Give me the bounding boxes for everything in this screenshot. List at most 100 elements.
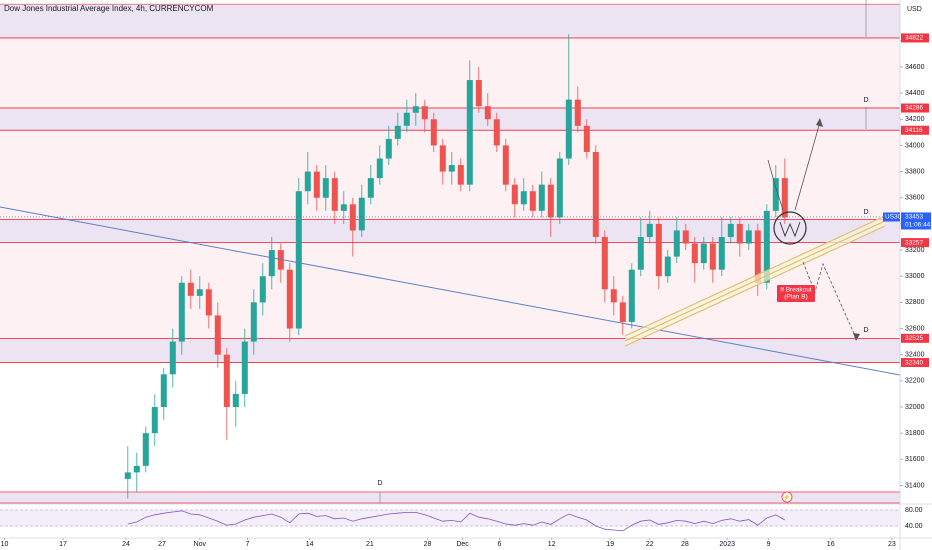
candle-body: [205, 289, 212, 316]
candle-body: [232, 393, 239, 408]
candle-body: [223, 354, 230, 408]
candle-body: [610, 289, 617, 303]
x-tick-label: 12: [548, 541, 556, 548]
plan-b-box: If Breakout (Plan B): [777, 285, 815, 302]
y-tick-label: 32200: [905, 378, 925, 385]
x-tick-label: 7: [246, 541, 250, 548]
candle-body: [520, 191, 527, 205]
candle-body: [556, 158, 563, 218]
dashed-path: [802, 261, 857, 339]
y-tick-label: 31400: [905, 482, 925, 489]
x-tick-label: 10: [1, 541, 9, 548]
x-tick-label: 9: [767, 541, 771, 548]
zone: [0, 37, 900, 363]
annotation: D: [377, 480, 382, 487]
trend-line: [0, 206, 901, 376]
candle-body: [493, 119, 500, 146]
y-tick-label: 34400: [905, 90, 925, 97]
candle-body: [736, 223, 743, 244]
x-tick-label: 27: [158, 541, 166, 548]
candle-body: [781, 178, 788, 218]
last-price-label: 33453: [905, 214, 923, 221]
candle-body: [430, 119, 437, 146]
candle-body: [574, 99, 581, 126]
x-tick-label: 21: [366, 541, 374, 548]
arrow-head: [853, 333, 860, 341]
path-drawing: [767, 159, 784, 211]
candle-body: [133, 465, 140, 473]
candle-body: [754, 230, 761, 283]
candle-body: [358, 197, 365, 231]
x-tick-label: 6: [498, 541, 502, 548]
candle-body: [655, 223, 662, 277]
annotation: D: [863, 97, 868, 104]
candle-body: [457, 165, 464, 185]
candle-body: [331, 178, 338, 211]
symbol-tag: [883, 212, 900, 222]
channel: [624, 215, 886, 347]
y-tick-label: 33800: [905, 168, 925, 175]
level-tag-label: 32340: [905, 359, 923, 366]
candle-body: [502, 145, 509, 185]
candle-body: [403, 112, 410, 126]
y-tick-label: 33200: [905, 247, 925, 254]
countdown: 01:06:44: [905, 222, 931, 229]
candle-body: [304, 171, 311, 192]
channel-line: [624, 215, 886, 337]
candle-body: [313, 171, 320, 198]
candle-body: [187, 282, 194, 296]
candle-body: [628, 269, 635, 322]
candle-body: [385, 138, 392, 159]
plan-b-text: (Plan B): [784, 294, 807, 301]
annotation: D: [863, 209, 868, 216]
level-tag-label: 34116: [905, 127, 923, 134]
candle-body: [394, 125, 401, 139]
candle-body: [142, 433, 149, 466]
plan-b-bg: [777, 285, 815, 302]
y-tick-label: 34000: [905, 142, 925, 149]
candle-body: [160, 374, 167, 408]
candle-body: [322, 178, 329, 198]
candle-body: [727, 223, 734, 237]
candle-body: [646, 223, 653, 237]
x-tick-label: 24: [122, 541, 130, 548]
currency: USD: [907, 6, 922, 13]
alert-icon[interactable]: [781, 491, 793, 503]
candle-body: [763, 210, 770, 283]
candle-body: [619, 302, 626, 322]
y-tick-label: 32400: [905, 352, 925, 359]
candle-body: [259, 276, 266, 303]
level-tag: [901, 358, 929, 368]
candle-body: [376, 158, 383, 179]
rsi-pane: 80.00 40.00: [0, 507, 923, 532]
candle-body: [340, 204, 347, 211]
candle-body: [466, 80, 473, 185]
candles: [124, 34, 788, 499]
x-tick-label: 16: [827, 541, 835, 548]
level-tag: [901, 125, 929, 135]
candle-body: [349, 204, 356, 231]
candle-body: [421, 106, 428, 120]
rsi-tick-label: 80.00: [905, 507, 923, 514]
candle-body: [295, 191, 302, 329]
arrow: [794, 121, 821, 211]
channel-line: [624, 225, 886, 347]
y-tick-label: 34200: [905, 116, 925, 123]
x-tick-label: 28: [681, 541, 689, 548]
w-circle: [773, 211, 807, 245]
level-tag-label: 32525: [905, 335, 923, 342]
y-tick-label: 33600: [905, 195, 925, 202]
candle-body: [448, 165, 455, 172]
axes: 31400 31600 31800 32000 32200 32400 32600 32800…: [0, 33, 931, 548]
arrow-head: [816, 118, 823, 127]
candle-body: [583, 125, 590, 152]
symbol-label: US30: [885, 214, 902, 221]
x-tick-label: 14: [306, 541, 314, 548]
x-tick-label: Dec: [456, 541, 469, 548]
level-tag-label: 34286: [905, 105, 923, 112]
candle-body: [178, 282, 185, 342]
x-tick-label: 2023: [719, 541, 735, 548]
y-tick-label: 31800: [905, 430, 925, 437]
x-tick-label: 19: [606, 541, 614, 548]
